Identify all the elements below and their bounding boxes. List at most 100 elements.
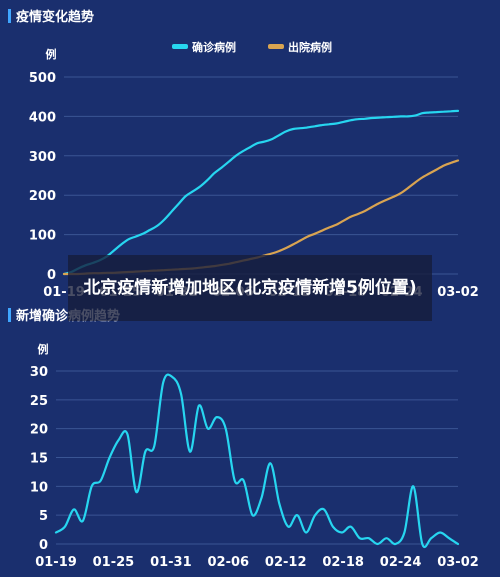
data-point xyxy=(430,537,432,539)
data-point xyxy=(170,211,173,213)
data-point xyxy=(225,428,227,430)
legend-label: 确诊病例 xyxy=(192,40,236,54)
data-point xyxy=(207,428,209,430)
data-point xyxy=(359,537,361,539)
y-axis-unit-label: 例 xyxy=(46,47,57,61)
data-point xyxy=(439,531,441,534)
data-point xyxy=(63,273,65,275)
data-point xyxy=(457,110,459,112)
data-point xyxy=(421,176,423,179)
data-point xyxy=(213,172,215,174)
data-point xyxy=(171,376,173,378)
data-point xyxy=(443,111,445,113)
data-point xyxy=(189,451,191,453)
data-point xyxy=(206,179,208,181)
data-point xyxy=(264,141,266,143)
data-point xyxy=(448,537,450,539)
data-point xyxy=(299,127,301,129)
caption-overlay: 北京疫情新增加地区(北京疫情新增5例位置) xyxy=(68,255,432,321)
data-point xyxy=(357,213,359,215)
data-point xyxy=(407,115,409,117)
data-point xyxy=(162,381,164,384)
data-point xyxy=(371,117,373,119)
data-point xyxy=(269,462,271,464)
data-point xyxy=(271,252,273,255)
data-point xyxy=(377,543,379,545)
data-point xyxy=(332,526,334,528)
data-point xyxy=(421,112,423,114)
data-point xyxy=(243,480,245,482)
data-point xyxy=(341,531,343,534)
data-point xyxy=(421,543,423,545)
data-point xyxy=(234,480,236,482)
data-point xyxy=(314,233,316,235)
chart-title-bar xyxy=(8,308,11,322)
y-tick-label: 0 xyxy=(39,538,48,553)
data-point xyxy=(260,497,263,499)
x-tick-label: 02-18 xyxy=(322,555,364,570)
data-point xyxy=(117,439,120,441)
y-tick-label: 400 xyxy=(29,110,56,125)
y-tick-label: 20 xyxy=(30,423,48,438)
series-line xyxy=(62,109,460,276)
chart-title: 疫情变化趋势 xyxy=(16,9,94,25)
data-point xyxy=(328,226,330,229)
data-point xyxy=(394,543,397,545)
data-point xyxy=(305,531,307,534)
legend-swatch xyxy=(172,44,188,49)
y-tick-label: 25 xyxy=(30,394,48,409)
data-point xyxy=(414,115,416,117)
x-tick-label: 03-02 xyxy=(437,555,479,570)
data-point xyxy=(292,243,294,245)
data-point xyxy=(364,118,366,120)
data-point xyxy=(357,118,359,120)
legend-label: 出院病例 xyxy=(288,40,332,54)
data-point xyxy=(392,116,395,118)
data-point xyxy=(323,508,325,510)
data-point xyxy=(403,531,405,534)
data-point xyxy=(91,485,93,487)
data-point xyxy=(350,526,352,528)
data-point xyxy=(221,167,223,169)
data-point xyxy=(385,537,388,539)
data-point xyxy=(385,199,387,201)
y-tick-label: 10 xyxy=(30,480,48,495)
data-point xyxy=(428,111,430,114)
data-point xyxy=(321,124,323,126)
data-point xyxy=(321,230,323,232)
x-tick-label: 01-25 xyxy=(93,555,135,570)
data-point xyxy=(349,119,352,121)
data-point xyxy=(400,115,402,117)
data-point xyxy=(135,236,137,238)
data-point xyxy=(385,116,387,118)
y-tick-label: 15 xyxy=(30,452,48,467)
data-point xyxy=(180,393,182,395)
legend-swatch xyxy=(268,44,284,49)
data-point xyxy=(249,146,251,148)
data-point xyxy=(127,238,130,240)
data-point xyxy=(55,531,57,534)
y-tick-label: 0 xyxy=(47,268,56,283)
data-point xyxy=(368,537,370,539)
data-point xyxy=(450,162,452,164)
data-point xyxy=(285,130,287,132)
data-point xyxy=(73,508,75,510)
y-tick-label: 5 xyxy=(39,509,48,524)
data-point xyxy=(278,503,280,505)
data-point xyxy=(242,150,244,152)
y-tick-label: 30 xyxy=(30,365,48,380)
data-point xyxy=(192,190,194,192)
data-point xyxy=(228,161,230,163)
data-point xyxy=(414,182,416,184)
data-point xyxy=(292,128,294,130)
y-tick-label: 200 xyxy=(29,189,56,204)
data-point xyxy=(278,250,280,252)
data-point xyxy=(278,134,280,136)
y-tick-label: 500 xyxy=(29,71,56,86)
data-point xyxy=(82,520,84,522)
data-point xyxy=(457,543,459,545)
data-point xyxy=(412,485,414,487)
series-line xyxy=(54,373,460,549)
y-tick-label: 100 xyxy=(29,229,56,244)
data-point xyxy=(251,514,254,516)
